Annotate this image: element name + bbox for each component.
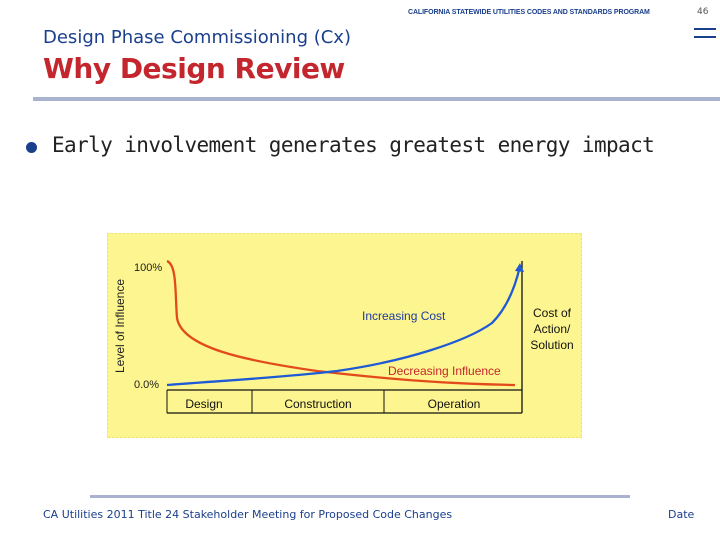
category-label: Design bbox=[185, 397, 222, 411]
corner-decoration bbox=[694, 28, 716, 44]
series-line-increasing-cost bbox=[166, 265, 522, 387]
right-label-line: Action/ bbox=[534, 322, 571, 336]
footer-date: Date bbox=[668, 508, 695, 521]
page-number: 46 bbox=[697, 7, 709, 17]
footer-divider bbox=[90, 495, 630, 498]
bullet-text: Early involvement generates greatest ene… bbox=[52, 133, 655, 157]
right-label-line: Solution bbox=[530, 338, 573, 352]
slide-subtitle: Design Phase Commissioning (Cx) bbox=[43, 27, 351, 48]
series-line-decreasing-influence bbox=[166, 259, 516, 387]
slide-title: Why Design Review bbox=[43, 52, 345, 85]
footer-text: CA Utilities 2011 Title 24 Stakeholder M… bbox=[43, 508, 453, 521]
program-name: CALIFORNIA STATEWIDE UTILITIES CODES AND… bbox=[408, 9, 650, 16]
chart-background bbox=[106, 232, 583, 439]
series-label-increasing-cost: Increasing Cost bbox=[362, 309, 446, 323]
category-label: Operation bbox=[428, 397, 481, 411]
right-label: Cost of Action/Solution bbox=[530, 306, 573, 352]
category-label: Construction bbox=[284, 397, 351, 411]
right-label-line: Cost of bbox=[533, 306, 572, 320]
y-axis-label: Level of Influence bbox=[113, 279, 127, 373]
title-divider bbox=[33, 97, 720, 101]
influence-cost-chart: Level of Influence 100% 0.0% Increasing … bbox=[106, 232, 583, 439]
y-tick-label: 100% bbox=[134, 262, 162, 274]
bullet-icon bbox=[26, 142, 37, 153]
arrow-head-icon bbox=[515, 263, 524, 272]
series-label-decreasing-influence: Decreasing Influence bbox=[388, 364, 501, 378]
y-tick-label: 0.0% bbox=[134, 379, 159, 391]
